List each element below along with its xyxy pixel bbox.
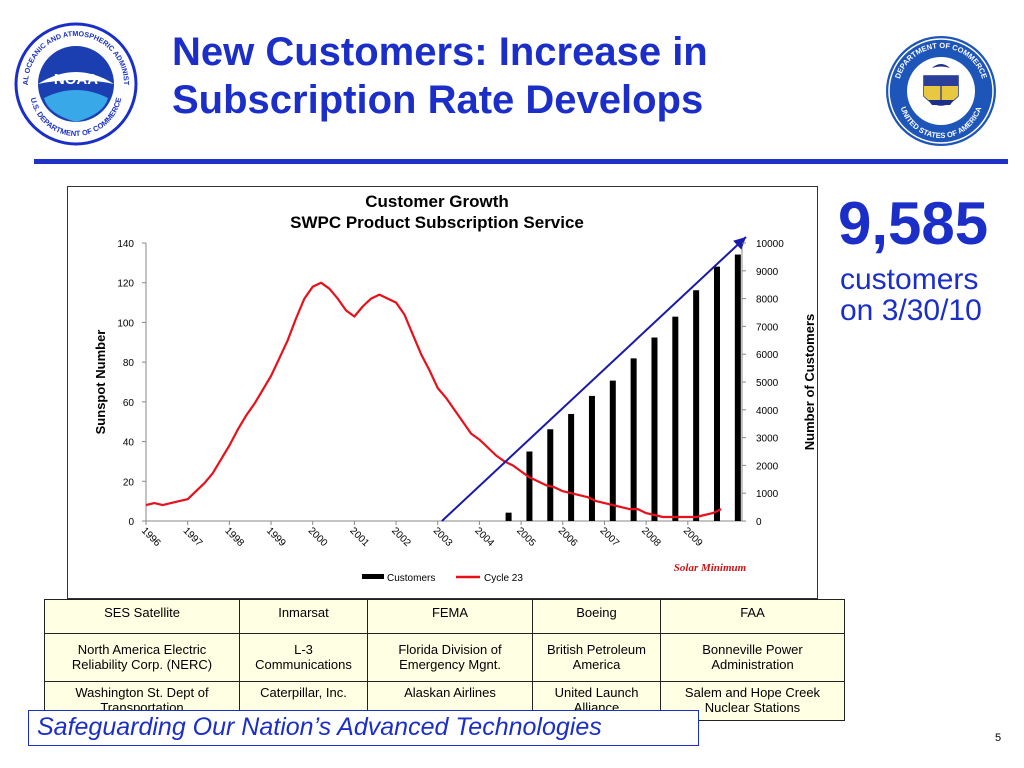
table-row: North America Electric Reliability Corp.… [44, 633, 845, 682]
right-tick-label: 10000 [756, 239, 784, 250]
customer-table: SES Satellite Inmarsat FEMA Boeing FAA N… [44, 599, 845, 721]
x-tick-label: 1996 [139, 525, 163, 549]
customer-bar [505, 512, 512, 521]
x-tick-label: 2000 [306, 525, 330, 549]
customer-bar [568, 413, 575, 521]
title-divider [34, 159, 1008, 164]
noaa-logo-text: NOAA [54, 71, 98, 88]
x-tick-label: 2005 [514, 525, 538, 549]
table-cell: FAA [660, 599, 845, 634]
left-tick-label: 0 [128, 517, 134, 528]
x-tick-label: 1999 [264, 525, 288, 549]
chart-subtitle: SWPC Product Subscription Service [290, 213, 584, 232]
right-tick-label: 1000 [756, 489, 779, 500]
customer-bar [734, 254, 741, 522]
right-tick-label: 8000 [756, 295, 779, 306]
right-tick-label: 2000 [756, 461, 779, 472]
solar-minimum-annotation: Solar Minimum [674, 562, 747, 574]
right-axis-label: Number of Customers [802, 314, 817, 451]
customer-bar [693, 290, 700, 521]
table-cell: Bonneville Power Administration [660, 633, 845, 682]
slide-title: New Customers: Increase in Subscription … [172, 28, 872, 124]
customer-bar [588, 395, 595, 521]
left-tick-label: 60 [123, 398, 135, 409]
tagline-banner: Safeguarding Our Nation’s Advanced Techn… [28, 710, 699, 746]
customer-bar [526, 451, 533, 521]
left-tick-label: 120 [117, 279, 134, 290]
legend-customers-label: Customers [387, 573, 435, 584]
right-tick-label: 6000 [756, 350, 779, 361]
legend-customers-swatch [362, 574, 384, 579]
table-cell: Boeing [532, 599, 661, 634]
customer-bar [713, 266, 720, 521]
chart-legend: Customers Cycle 23 [362, 573, 523, 584]
legend-cycle-label: Cycle 23 [484, 573, 523, 584]
right-tick-label: 7000 [756, 322, 779, 333]
x-tick-label: 2006 [556, 525, 580, 549]
table-cell: FEMA [367, 599, 533, 634]
left-tick-label: 140 [117, 239, 134, 250]
chart-title: Customer Growth [365, 192, 509, 211]
doc-logo: DEPARTMENT OF COMMERCE UNITED STATES OF … [886, 36, 996, 146]
customer-count-caption-line2: on 3/30/10 [840, 294, 982, 327]
chart-canvas: Customer Growth SWPC Product Subscriptio… [93, 192, 817, 584]
left-tick-label: 100 [117, 318, 134, 329]
x-tick-label: 2008 [639, 525, 663, 549]
table-cell: L-3 Communications [239, 633, 368, 682]
customer-bar [547, 429, 554, 521]
customer-growth-chart: Customer Growth SWPC Product Subscriptio… [67, 186, 818, 599]
x-tick-label: 2002 [389, 525, 413, 549]
x-tick-label: 1997 [181, 525, 205, 549]
right-tick-label: 3000 [756, 434, 779, 445]
x-tick-label: 2007 [597, 525, 621, 549]
customer-count: 9,585 [838, 190, 989, 257]
table-cell: North America Electric Reliability Corp.… [44, 633, 240, 682]
x-tick-label: 2009 [681, 525, 705, 549]
right-tick-label: 4000 [756, 406, 779, 417]
growth-arrow-shaft [441, 236, 747, 522]
page-number: 5 [995, 732, 1002, 744]
customer-bar [672, 316, 679, 521]
slide-title-line1: New Customers: Increase in [172, 30, 708, 74]
customer-bar [630, 358, 637, 521]
table-cell: Inmarsat [239, 599, 368, 634]
table-row: SES Satellite Inmarsat FEMA Boeing FAA [44, 599, 845, 634]
table-cell: British Petroleum America [532, 633, 661, 682]
customer-count-caption-line1: customers [840, 263, 979, 296]
x-tick-label: 2004 [472, 525, 496, 549]
growth-arrow-head [733, 237, 746, 250]
x-tick-label: 2001 [347, 525, 371, 549]
customer-count-caption: customers on 3/30/10 [840, 264, 1016, 326]
x-tick-label: 2003 [431, 525, 455, 549]
customer-bar [609, 380, 616, 521]
customer-bar [651, 337, 658, 521]
right-tick-label: 5000 [756, 378, 779, 389]
x-tick-label: 1998 [222, 525, 246, 549]
left-axis-label: Sunspot Number [93, 330, 108, 435]
left-tick-label: 80 [123, 358, 135, 369]
cycle23-line [145, 281, 722, 519]
left-tick-label: 20 [123, 477, 135, 488]
right-tick-label: 9000 [756, 267, 779, 278]
noaa-logo: NOAA NATIONAL OCEANIC AND ATMOSPHERIC AD… [14, 22, 138, 146]
table-cell: Florida Division of Emergency Mgnt. [367, 633, 533, 682]
right-tick-label: 0 [756, 517, 762, 528]
left-tick-label: 40 [123, 438, 135, 449]
table-cell: SES Satellite [44, 599, 240, 634]
slide-title-line2: Subscription Rate Develops [172, 78, 704, 122]
